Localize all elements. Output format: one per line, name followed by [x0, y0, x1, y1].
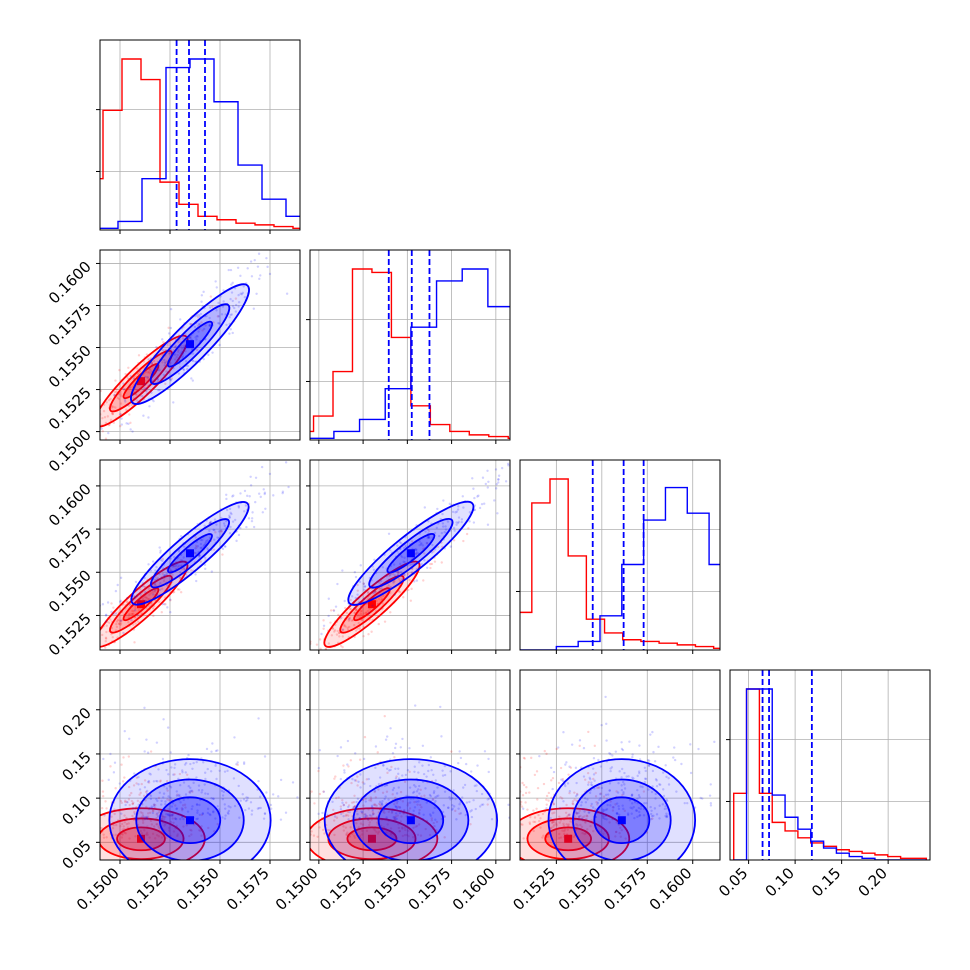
- blue-peak: [406, 549, 415, 558]
- y-tick-label: 0.10: [58, 792, 94, 828]
- red-peak: [367, 834, 376, 843]
- blue-histogram: [100, 58, 300, 229]
- y-tick-label: 0.20: [58, 704, 94, 740]
- y-tick-label: 0.1525: [45, 610, 95, 660]
- red-peak: [367, 600, 376, 609]
- y-tick-label: 0.1575: [45, 300, 95, 350]
- y-tick-label: 0.1600: [45, 258, 95, 308]
- y-tick-label: 0.1575: [45, 523, 95, 573]
- y-tick-label: 0.1550: [45, 342, 95, 392]
- x-tick-label: 0.1525: [509, 864, 559, 914]
- x-tick-label: 0.1500: [272, 864, 322, 914]
- x-tick-label: 0.1575: [405, 864, 455, 914]
- x-tick-label: 0.05: [715, 864, 751, 900]
- panel-frame: [309, 459, 511, 651]
- blue-peak: [186, 816, 194, 825]
- x-tick-label: 0.1525: [123, 864, 173, 914]
- red-histogram: [100, 58, 300, 229]
- panel-3-0: 0.1500 0.1525 0.1550 0.1575 0.05 0.10 0.15 0.20: [58, 669, 301, 914]
- y-tick-label: 0.05: [58, 836, 94, 872]
- panel-frame: [729, 669, 931, 861]
- x-tick-label: 0.1575: [600, 864, 650, 914]
- panel-frame: [99, 459, 301, 651]
- blue-contour: [108, 758, 272, 860]
- blue-contour: [547, 758, 697, 860]
- y-tick-label: 0.15: [58, 748, 94, 784]
- panel-2-1: [306, 459, 511, 654]
- x-tick-label: 0.1500: [73, 864, 123, 914]
- x-tick-label: 0.1525: [316, 864, 366, 914]
- y-tick-label: 0.1500: [45, 426, 95, 476]
- blue-histogram: [310, 268, 510, 439]
- panel-3-3: 0.05 0.10 0.15 0.20: [715, 669, 931, 900]
- y-tick-label: 0.1550: [45, 566, 95, 616]
- x-tick-label: 0.1550: [360, 864, 410, 914]
- blue-peak: [617, 816, 626, 825]
- blue-scatter: [310, 704, 510, 821]
- panel-frame: [519, 669, 721, 861]
- x-tick-label: 0.20: [855, 864, 891, 900]
- x-tick-label: 0.1600: [449, 864, 499, 914]
- x-tick-label: 0.1600: [646, 864, 696, 914]
- panel-frame: [519, 459, 721, 651]
- red-histogram: [310, 268, 510, 439]
- red-histogram: [520, 478, 720, 649]
- x-tick-label: 0.1550: [555, 864, 605, 914]
- blue-peak: [186, 340, 194, 349]
- x-tick-label: 0.1550: [173, 864, 223, 914]
- panel-frame: [99, 669, 301, 861]
- x-tick-label: 0.15: [808, 864, 844, 900]
- blue-contour: [323, 758, 498, 860]
- panel-frame: [99, 249, 301, 441]
- panel-frame: [99, 39, 301, 231]
- x-tick-label: 0.10: [762, 864, 798, 900]
- blue-peak: [186, 549, 194, 558]
- red-peak: [564, 834, 573, 843]
- y-tick-label: 0.1525: [45, 384, 95, 434]
- y-tick-label: 0.1600: [45, 480, 95, 530]
- red-peak: [137, 377, 145, 386]
- panel-frame: [309, 669, 511, 861]
- panel-frame: [309, 249, 511, 441]
- x-tick-label: 0.1575: [223, 864, 273, 914]
- panel-0-0: [96, 39, 301, 234]
- blue-histogram: [520, 486, 720, 650]
- panel-2-2: [516, 459, 721, 654]
- red-contour: [310, 807, 439, 860]
- blue-peak: [406, 816, 415, 825]
- panel-1-1: [306, 249, 511, 444]
